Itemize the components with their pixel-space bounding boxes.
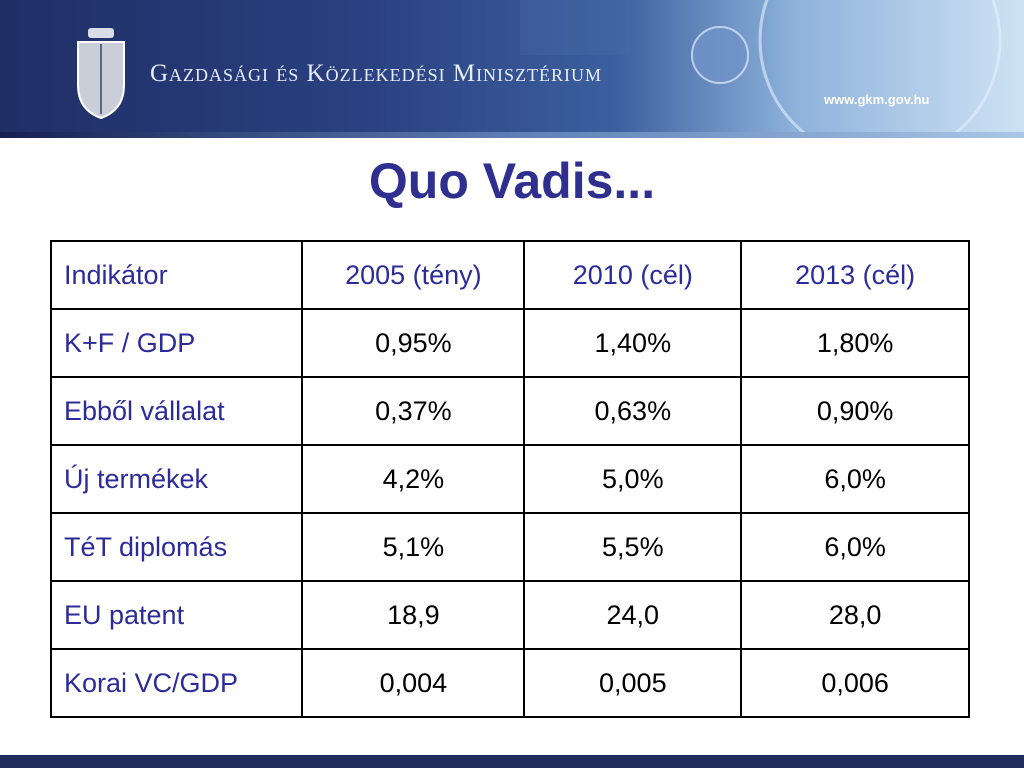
banner: Gazdasági és Közlekedési Minisztérium ww…: [0, 0, 1024, 138]
table-cell: 18,9: [301, 580, 526, 650]
ministry-name: Gazdasági és Közlekedési Minisztérium: [150, 60, 603, 87]
table-cell: 1,40%: [523, 308, 743, 378]
row-label: Ebből vállalat: [49, 376, 304, 446]
table-cell: 0,63%: [523, 376, 743, 446]
table-cell: 0,005: [523, 648, 743, 718]
row-label: Új termékek: [49, 444, 304, 514]
row-label: K+F / GDP: [49, 308, 304, 378]
column-header: 2010 (cél): [523, 240, 743, 310]
table-cell: 5,1%: [301, 512, 526, 582]
coat-of-arms: [77, 28, 125, 120]
table-body: K+F / GDP 0,95% 1,40% 1,80% Ebből vállalat 0,…: [49, 308, 970, 718]
table-header: Indikátor 2005 (tény) 2010 (cél) 2013 (cél): [49, 240, 970, 310]
footer-stripe: [0, 755, 1024, 768]
table-cell: 24,0: [523, 580, 743, 650]
column-header: 2005 (tény): [301, 240, 526, 310]
globe-icon: [691, 26, 749, 84]
row-label: TéT diplomás: [49, 512, 304, 582]
table-cell: 0,006: [740, 648, 970, 718]
data-table: Indikátor 2005 (tény) 2010 (cél) 2013 (cél)…: [49, 240, 970, 718]
row-label: EU patent: [49, 580, 304, 650]
table-row: Ebből vállalat 0,37% 0,63% 0,90%: [49, 376, 970, 446]
table-row: Korai VC/GDP 0,004 0,005 0,006: [49, 648, 970, 718]
table-cell: 0,90%: [740, 376, 970, 446]
table-cell: 5,0%: [523, 444, 743, 514]
table-cell: 5,5%: [523, 512, 743, 582]
table-cell: 0,37%: [301, 376, 526, 446]
table-row: Új termékek 4,2% 5,0% 6,0%: [49, 444, 970, 514]
table-cell: 6,0%: [740, 512, 970, 582]
column-header: Indikátor: [49, 240, 304, 310]
table-cell: 6,0%: [740, 444, 970, 514]
table-cell: 0,004: [301, 648, 526, 718]
website: www.gkm.gov.hu: [824, 92, 930, 107]
header-row: Indikátor 2005 (tény) 2010 (cél) 2013 (cél): [49, 240, 970, 310]
slide-title: Quo Vadis...: [368, 153, 656, 209]
table-cell: 0,95%: [301, 308, 526, 378]
table-row: EU patent 18,9 24,0 28,0: [49, 580, 970, 650]
table-row: TéT diplomás 5,1% 5,5% 6,0%: [49, 512, 970, 582]
column-header: 2013 (cél): [740, 240, 970, 310]
banner-stripe: [0, 132, 1024, 138]
globe-arc: [758, 0, 1002, 138]
banner-graphics: [77, 0, 1002, 138]
row-label: Korai VC/GDP: [49, 648, 304, 718]
table-cell: 1,80%: [740, 308, 970, 378]
building: [520, 0, 630, 55]
table-cell: 28,0: [740, 580, 970, 650]
table-cell: 4,2%: [301, 444, 526, 514]
table-row: K+F / GDP 0,95% 1,40% 1,80%: [49, 308, 970, 378]
